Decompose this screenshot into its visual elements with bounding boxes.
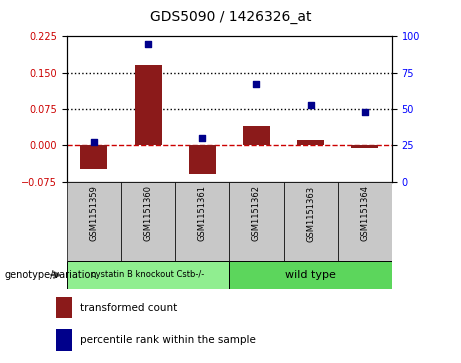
- Bar: [351, 145, 378, 148]
- Text: transformed count: transformed count: [80, 303, 177, 313]
- Text: cystatin B knockout Cstb-/-: cystatin B knockout Cstb-/-: [91, 270, 205, 280]
- Point: [144, 41, 152, 46]
- Bar: [189, 145, 216, 174]
- Point: [90, 139, 98, 145]
- Text: percentile rank within the sample: percentile rank within the sample: [80, 335, 256, 345]
- Text: GSM1151360: GSM1151360: [143, 185, 153, 241]
- Bar: [80, 145, 107, 170]
- Bar: [337, 182, 392, 261]
- Bar: [284, 182, 337, 261]
- Point: [361, 109, 368, 115]
- Bar: [229, 261, 392, 289]
- Bar: [135, 65, 162, 145]
- Text: GSM1151361: GSM1151361: [198, 185, 207, 241]
- Point: [253, 81, 260, 87]
- Text: GDS5090 / 1426326_at: GDS5090 / 1426326_at: [150, 9, 311, 24]
- Bar: [121, 182, 175, 261]
- Bar: [56, 297, 72, 318]
- Text: GSM1151364: GSM1151364: [360, 185, 369, 241]
- Text: GSM1151359: GSM1151359: [89, 185, 99, 241]
- Text: wild type: wild type: [285, 270, 336, 280]
- Point: [307, 102, 314, 107]
- Bar: [67, 182, 121, 261]
- Text: genotype/variation: genotype/variation: [5, 270, 97, 280]
- Point: [199, 135, 206, 141]
- Bar: [297, 140, 324, 145]
- Bar: [229, 182, 284, 261]
- Bar: [56, 329, 72, 351]
- Bar: [67, 261, 229, 289]
- Bar: [175, 182, 229, 261]
- Bar: [243, 126, 270, 145]
- Text: GSM1151363: GSM1151363: [306, 185, 315, 242]
- Text: GSM1151362: GSM1151362: [252, 185, 261, 241]
